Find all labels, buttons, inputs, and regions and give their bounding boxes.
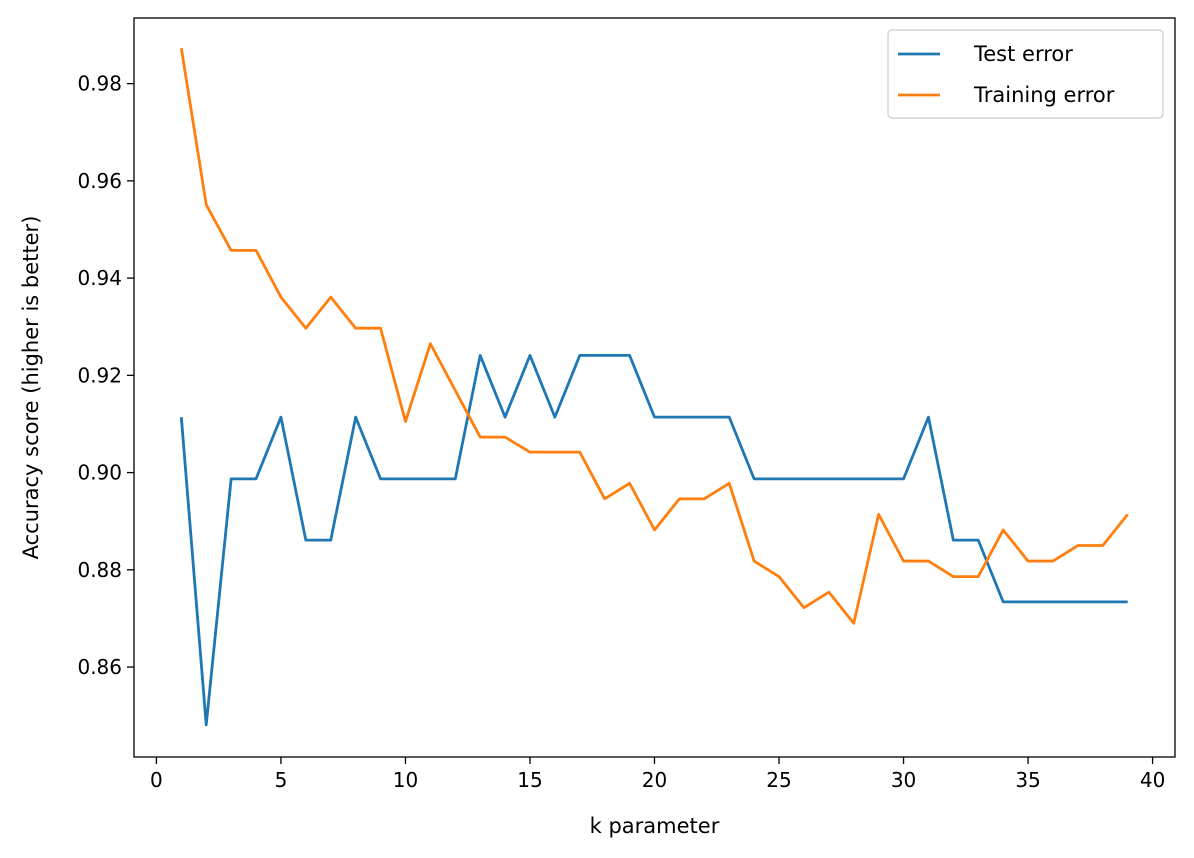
axes-frame	[133, 17, 1176, 758]
x-tick-label: 35	[1015, 768, 1040, 792]
series-line-training-error	[179, 47, 1129, 625]
x-tick-label: 0	[150, 768, 163, 792]
series-line-test-error	[179, 354, 1128, 727]
x-tick-label: 5	[275, 768, 288, 792]
y-tick-label: 0.88	[77, 558, 122, 582]
series-layer	[179, 47, 1129, 727]
y-tick-label: 0.94	[77, 266, 122, 290]
x-axis-label: k parameter	[590, 814, 720, 838]
legend-label-test-error: Test error	[973, 42, 1073, 66]
legend: Test error Training error	[887, 29, 1164, 119]
legend-label-training-error: Training error	[973, 83, 1115, 107]
x-tick-label: 40	[1140, 768, 1165, 792]
y-tick-label: 0.90	[77, 461, 122, 485]
y-tick-label: 0.98	[77, 72, 122, 96]
x-tick-label: 30	[891, 768, 916, 792]
y-axis-label: Accuracy score (higher is better)	[19, 216, 43, 560]
x-tick-label: 20	[642, 768, 667, 792]
x-axis-ticks: 0 5 10 15 20 25 30 35 40	[150, 757, 1165, 792]
y-axis-ticks: 0.86 0.88 0.90 0.92 0.94 0.96 0.98	[77, 72, 134, 679]
x-tick-label: 10	[393, 768, 418, 792]
y-tick-label: 0.92	[77, 363, 122, 387]
plot-area	[133, 17, 1176, 758]
x-tick-label: 15	[517, 768, 542, 792]
legend-box	[887, 29, 1164, 119]
y-tick-label: 0.96	[77, 169, 122, 193]
y-tick-label: 0.86	[77, 655, 122, 679]
x-tick-label: 25	[766, 768, 791, 792]
